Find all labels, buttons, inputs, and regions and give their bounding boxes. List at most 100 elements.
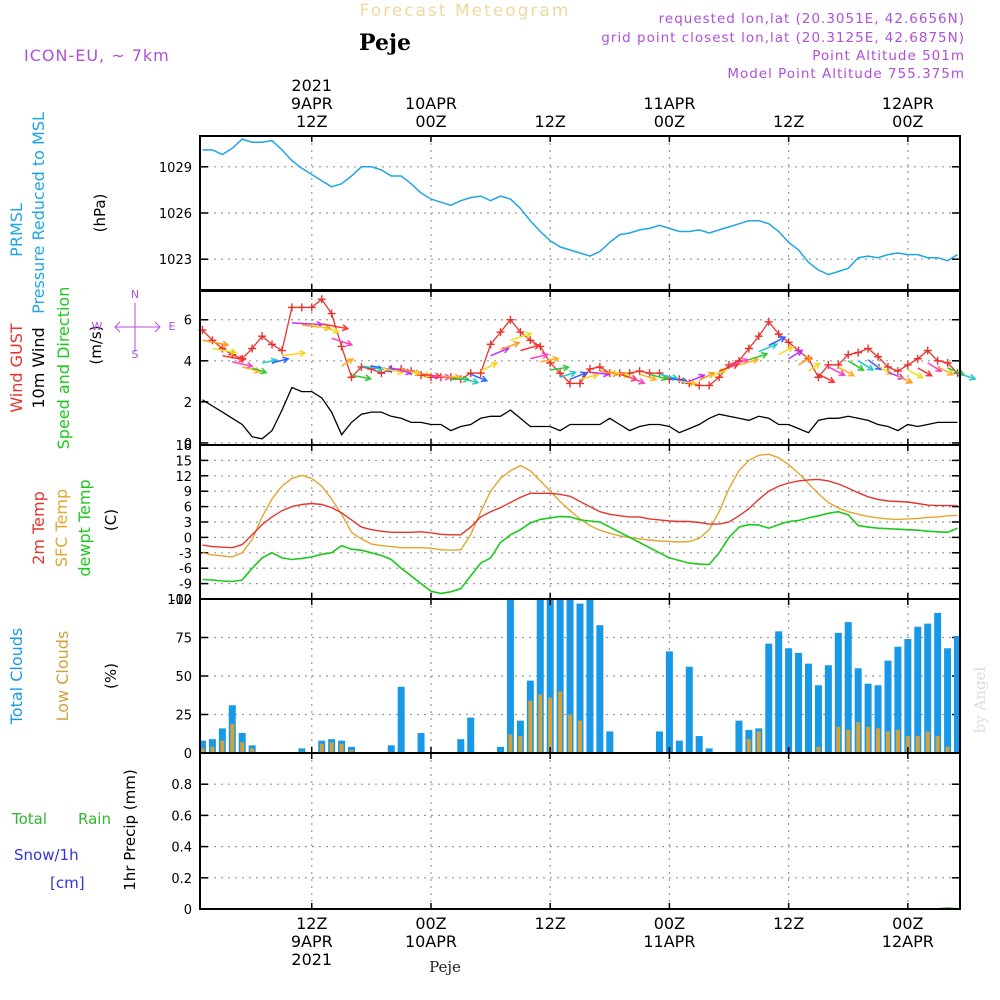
bar-low-clouds: [240, 742, 245, 753]
wind-arrowhead: [905, 377, 914, 384]
gust-marker: [258, 332, 267, 341]
gust-marker: [943, 358, 952, 367]
bar-total-clouds: [556, 599, 564, 753]
y-tick-label: 18: [175, 439, 192, 454]
watermark: by Angel: [971, 666, 989, 733]
legend-cm: [cm]: [50, 874, 85, 892]
series-gust-line: [202, 298, 958, 387]
wind-arrow: [331, 337, 353, 346]
wind-arrowhead: [490, 361, 499, 369]
wind-arrowhead: [525, 331, 533, 339]
gust-marker: [576, 379, 584, 388]
bar-total-clouds: [924, 623, 932, 753]
top-time-label: 12Z: [773, 112, 804, 131]
bar-total-clouds: [954, 635, 962, 753]
bar-low-clouds: [846, 729, 851, 753]
bar-total-clouds: [665, 651, 673, 753]
wind-arrowhead: [805, 356, 813, 363]
y-tick-label: 0.4: [171, 841, 192, 856]
wind-arrow: [242, 366, 261, 373]
gust-marker: [923, 346, 932, 355]
wind-arrowhead: [623, 371, 631, 379]
gust-marker: [506, 315, 515, 324]
wind-arrow: [291, 322, 322, 326]
ylabel-speed-direction: Speed and Direction: [54, 287, 73, 450]
gust-marker: [218, 344, 227, 353]
bar-total-clouds: [596, 625, 604, 753]
panel-clouds: 0 25 50 75 100 Total Clouds Low Clouds (%): [7, 593, 962, 762]
bar-low-clouds: [558, 691, 563, 753]
wind-arrow: [480, 362, 498, 372]
wind-arrow: [917, 367, 932, 377]
wind-arrow: [639, 373, 657, 381]
bar-low-clouds: [756, 731, 761, 753]
bar-total-clouds: [944, 648, 952, 753]
bar-total-clouds: [914, 626, 922, 753]
wind-arrowhead: [828, 376, 836, 384]
bar-total-clouds: [506, 599, 514, 753]
ylabel-prmsl: PRMSL: [7, 203, 26, 257]
wind-arrow: [222, 354, 245, 361]
bar-total-clouds: [417, 732, 425, 753]
wind-arrow: [937, 366, 954, 376]
gust-marker: [496, 328, 505, 337]
gust-marker: [268, 340, 277, 349]
bar-total-clouds: [874, 685, 882, 753]
wind-arrow: [907, 369, 924, 379]
top-time-label: 9APR: [291, 94, 333, 113]
y-tick-label: 0: [184, 903, 192, 918]
wind-arrow: [391, 367, 412, 374]
y-tick-label: 0.6: [171, 809, 192, 824]
gust-marker: [754, 332, 763, 341]
wind-arrow: [569, 372, 587, 380]
gust-marker: [913, 354, 922, 363]
gust-marker: [844, 350, 853, 359]
bar-total-clouds: [765, 643, 773, 753]
gust-marker: [645, 369, 654, 378]
ylabel-percent: (%): [102, 663, 120, 689]
gust-marker: [317, 295, 326, 304]
y-tick-label: 0.8: [171, 778, 192, 793]
wind-arrowhead: [364, 374, 373, 382]
y-tick-label: 100: [167, 593, 192, 608]
wind-arrowhead: [866, 364, 875, 371]
wind-arrow: [897, 375, 913, 384]
wind-arrow: [232, 361, 253, 367]
ylabel-total-clouds: Total Clouds: [7, 628, 26, 726]
bar-low-clouds: [329, 742, 334, 753]
wind-arrowhead: [541, 352, 550, 359]
wind-arrow: [808, 362, 821, 372]
wind-arrowhead: [533, 342, 541, 350]
series-sfctemp-line: [202, 453, 958, 558]
legend-snow: Snow/1h: [14, 846, 79, 864]
bar-low-clouds: [866, 726, 871, 753]
gust-marker: [883, 362, 892, 371]
y-tick-label: -12: [171, 593, 192, 608]
gust-marker: [566, 379, 575, 388]
ylabel-precip: 1hr Precip (mm): [121, 769, 139, 890]
series-wind-line: [202, 386, 958, 440]
y-tick-label: 2: [184, 396, 192, 411]
wind-arrowhead: [969, 373, 977, 381]
y-tick-label: 1026: [159, 207, 192, 222]
bar-total-clouds: [685, 666, 693, 753]
wind-arrowhead: [341, 324, 350, 332]
bottom-time-label: 12Z: [296, 914, 327, 933]
bar-low-clouds: [568, 714, 573, 753]
wind-arrowhead: [562, 364, 570, 372]
bar-total-clouds: [576, 603, 584, 753]
bar-low-clouds: [528, 700, 533, 753]
chart-panels: 1023 1026 1029 PRMSL Pressure Reduced to MSL…: [7, 112, 977, 918]
series-prmsl-line: [202, 138, 958, 276]
bar-total-clouds: [904, 639, 912, 753]
ylabel-low-clouds: Low Clouds: [53, 631, 72, 722]
gust-marker: [337, 342, 346, 351]
bar-total-clouds: [775, 631, 783, 753]
bar-total-clouds: [894, 646, 902, 753]
series-dewpt-line: [202, 510, 958, 595]
wind-arrowhead: [857, 364, 865, 372]
wind-arrow: [738, 358, 759, 366]
y-tick-label: 15: [175, 454, 192, 469]
bar-total-clouds: [397, 686, 405, 753]
